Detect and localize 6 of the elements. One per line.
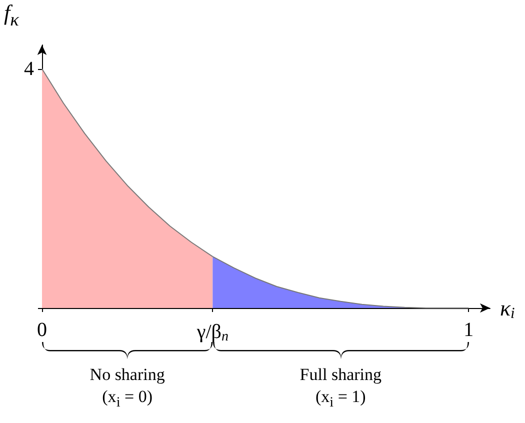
y-tick-label: 4 [24,58,34,80]
y-axis-title: f$_{κ}$ [4,0,19,30]
x-tick-label: 1 [464,319,474,341]
text: Full sharing (x$_{i}$ = 1) [300,364,382,412]
x-tick-label: 0 [37,319,47,341]
text: No sharing (x$_{i}$ = 0) [90,364,165,412]
